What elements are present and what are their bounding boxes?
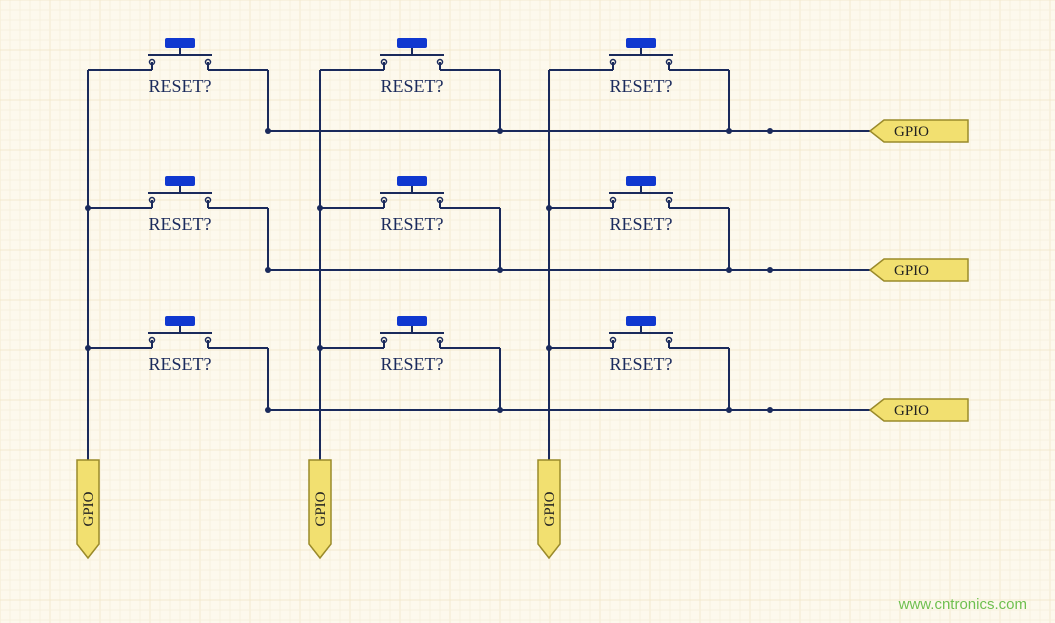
wires bbox=[88, 70, 870, 460]
button-label: RESET? bbox=[149, 76, 212, 96]
gpio-text: GPIO bbox=[81, 491, 97, 526]
push-button: RESET? bbox=[609, 176, 673, 234]
button-label: RESET? bbox=[149, 354, 212, 374]
schematic-canvas: RESET? RESET? RESET? RESET? RESET? RESET? RESE… bbox=[0, 0, 1055, 623]
push-button: RESET? bbox=[609, 316, 673, 374]
button-label: RESET? bbox=[610, 76, 673, 96]
gpio-text: GPIO bbox=[894, 263, 929, 279]
button-label: RESET? bbox=[381, 354, 444, 374]
gpio-text: GPIO bbox=[313, 491, 329, 526]
button-label: RESET? bbox=[381, 76, 444, 96]
gpio-text: GPIO bbox=[542, 491, 558, 526]
button-label: RESET? bbox=[610, 354, 673, 374]
button-label: RESET? bbox=[149, 214, 212, 234]
gpio-text: GPIO bbox=[894, 403, 929, 419]
push-button: RESET? bbox=[609, 38, 673, 96]
button-label: RESET? bbox=[610, 214, 673, 234]
button-label: RESET? bbox=[381, 214, 444, 234]
watermark: www.cntronics.com bbox=[899, 596, 1027, 613]
gpio-text: GPIO bbox=[894, 124, 929, 140]
